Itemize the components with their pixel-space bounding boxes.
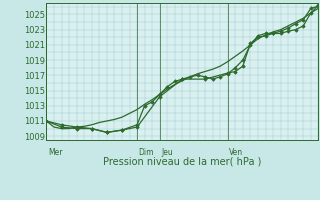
Text: Ven: Ven [229,148,243,157]
Text: Dim: Dim [139,148,154,157]
Text: Jeu: Jeu [161,148,173,157]
Text: Mer: Mer [48,148,62,157]
X-axis label: Pression niveau de la mer( hPa ): Pression niveau de la mer( hPa ) [103,157,261,167]
